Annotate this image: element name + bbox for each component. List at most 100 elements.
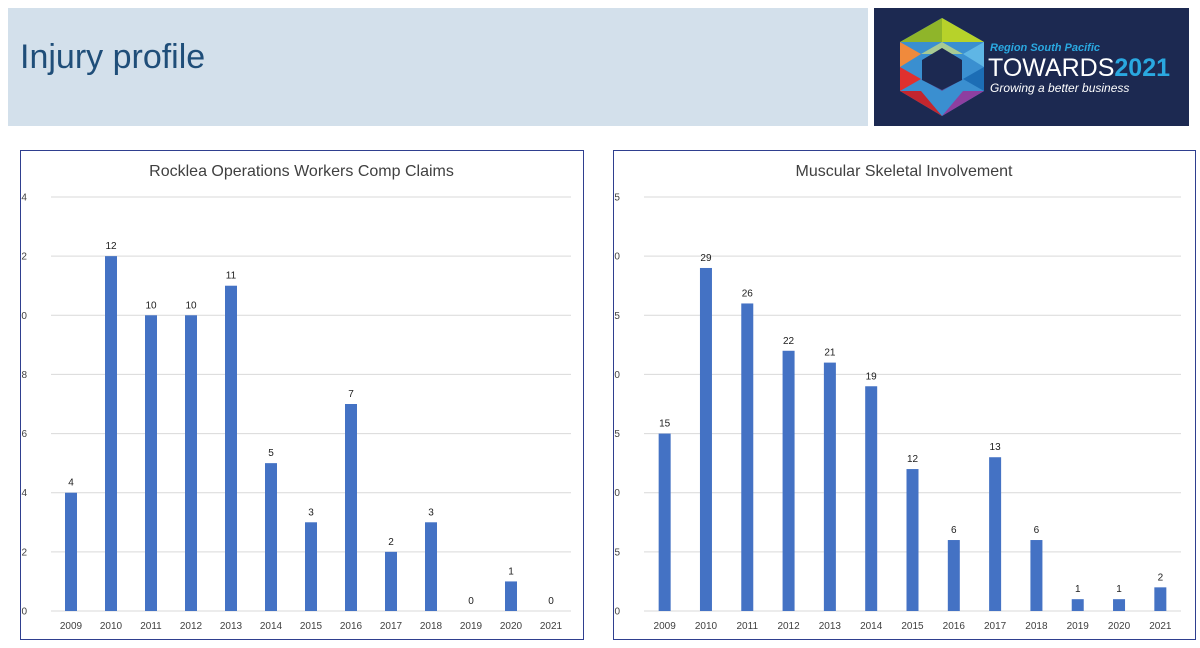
x-tick-label: 2013 <box>819 621 842 632</box>
y-tick-label: 12 <box>21 252 27 263</box>
bar-2018 <box>1030 540 1043 611</box>
logo-year: 2021 <box>1114 54 1171 82</box>
x-tick-label: 2016 <box>340 621 363 632</box>
x-tick-label: 2020 <box>500 621 523 632</box>
data-label: 6 <box>951 525 957 536</box>
bar-2012 <box>185 315 197 611</box>
x-tick-label: 2019 <box>1067 621 1090 632</box>
data-label: 13 <box>990 442 1002 453</box>
bar-2013 <box>823 362 836 611</box>
x-tick-label: 2009 <box>60 621 83 632</box>
data-label: 0 <box>548 596 554 607</box>
x-tick-label: 2009 <box>654 621 677 632</box>
data-label: 19 <box>866 371 878 382</box>
data-label: 29 <box>700 253 712 264</box>
muscular-skeletal-chart: Muscular Skeletal Involvement 0 5 10 15 20 25 3… <box>613 150 1196 640</box>
x-tick-label: 2017 <box>984 621 1007 632</box>
x-tick-label: 2012 <box>777 621 800 632</box>
data-label: 21 <box>824 348 836 359</box>
x-tick-label: 2011 <box>140 621 162 632</box>
data-label: 1 <box>508 566 514 577</box>
data-label: 10 <box>185 300 197 311</box>
x-tick-label: 2011 <box>737 621 759 632</box>
data-label: 7 <box>348 389 354 400</box>
y-tick-label: 15 <box>614 429 620 440</box>
x-tick-label: 2018 <box>1025 621 1048 632</box>
data-label: 0 <box>468 596 474 607</box>
x-tick-label: 2015 <box>901 621 924 632</box>
y-tick-label: 4 <box>21 488 27 499</box>
x-tick-label: 2019 <box>460 621 483 632</box>
y-tick-label: 14 <box>21 193 27 204</box>
data-label: 1 <box>1075 584 1081 595</box>
data-label: 3 <box>428 507 434 518</box>
x-tick-label: 2010 <box>695 621 718 632</box>
x-tick-label: 2016 <box>943 621 966 632</box>
chart-title: Muscular Skeletal Involvement <box>796 163 1014 180</box>
logo-towards: TOWARDS <box>988 54 1115 82</box>
data-label: 22 <box>783 336 795 347</box>
x-tick-label: 2015 <box>300 621 323 632</box>
y-tick-label: 20 <box>614 370 620 381</box>
bar-2015 <box>305 522 317 611</box>
bar-2011 <box>145 315 157 611</box>
bar-2017 <box>989 457 1002 611</box>
bar-2011 <box>741 303 754 611</box>
bar-2014 <box>265 463 277 611</box>
y-tick-label: 5 <box>614 547 620 558</box>
y-tick-label: 6 <box>21 429 27 440</box>
title-bar: Injury profile <box>8 8 868 126</box>
bar-2010 <box>699 267 712 611</box>
y-tick-label: 0 <box>21 607 27 618</box>
y-tick-label: 10 <box>614 488 620 499</box>
bar-2014 <box>865 386 878 611</box>
bar-2016 <box>947 540 960 611</box>
data-label: 1 <box>1116 584 1122 595</box>
x-tick-label: 2010 <box>100 621 123 632</box>
logo-subtitle: Region South Pacific <box>990 42 1101 54</box>
bar-2012 <box>782 350 795 611</box>
y-tick-label: 0 <box>614 607 620 618</box>
workers-comp-claims-chart: Rocklea Operations Workers Comp Claims 0 2… <box>20 150 584 640</box>
y-tick-label: 10 <box>21 311 27 322</box>
bar-2020 <box>1113 599 1126 611</box>
bar-2009 <box>65 492 77 611</box>
bar-2018 <box>425 522 437 611</box>
data-label: 26 <box>742 288 754 299</box>
data-label: 12 <box>907 454 919 465</box>
y-tick-label: 2 <box>21 547 27 558</box>
y-tick-label: 8 <box>21 370 27 381</box>
data-label: 10 <box>145 300 157 311</box>
x-tick-label: 2014 <box>260 621 283 632</box>
x-tick-label: 2020 <box>1108 621 1131 632</box>
bar-2017 <box>385 551 397 611</box>
data-label: 2 <box>1158 572 1164 583</box>
x-tick-label: 2018 <box>420 621 443 632</box>
bar-2010 <box>105 256 117 611</box>
data-label: 3 <box>308 507 314 518</box>
x-tick-label: 2012 <box>180 621 203 632</box>
data-label: 15 <box>659 419 671 430</box>
bar-2016 <box>345 404 357 611</box>
chart-title: Rocklea Operations Workers Comp Claims <box>149 163 454 180</box>
data-label: 2 <box>388 537 394 548</box>
bar-2015 <box>906 469 919 611</box>
data-label: 6 <box>1034 525 1040 536</box>
y-tick-label: 25 <box>614 311 620 322</box>
x-tick-label: 2017 <box>380 621 403 632</box>
bar-2021 <box>1154 587 1167 611</box>
page-title: Injury profile <box>20 38 206 76</box>
logo-tagline: Growing a better business <box>990 81 1130 95</box>
data-label: 4 <box>68 478 74 489</box>
workers-comp-claims-svg: Rocklea Operations Workers Comp Claims 0 2… <box>21 163 571 632</box>
x-tick-label: 2021 <box>540 621 563 632</box>
y-tick-label: 35 <box>614 193 620 204</box>
bar-2009 <box>658 433 671 611</box>
hexagon-logo-icon <box>900 18 984 116</box>
bar-2013 <box>225 285 237 611</box>
x-tick-label: 2014 <box>860 621 883 632</box>
y-tick-label: 30 <box>614 252 620 263</box>
bar-2019 <box>1071 599 1084 611</box>
data-label: 5 <box>268 448 274 459</box>
x-tick-label: 2013 <box>220 621 243 632</box>
